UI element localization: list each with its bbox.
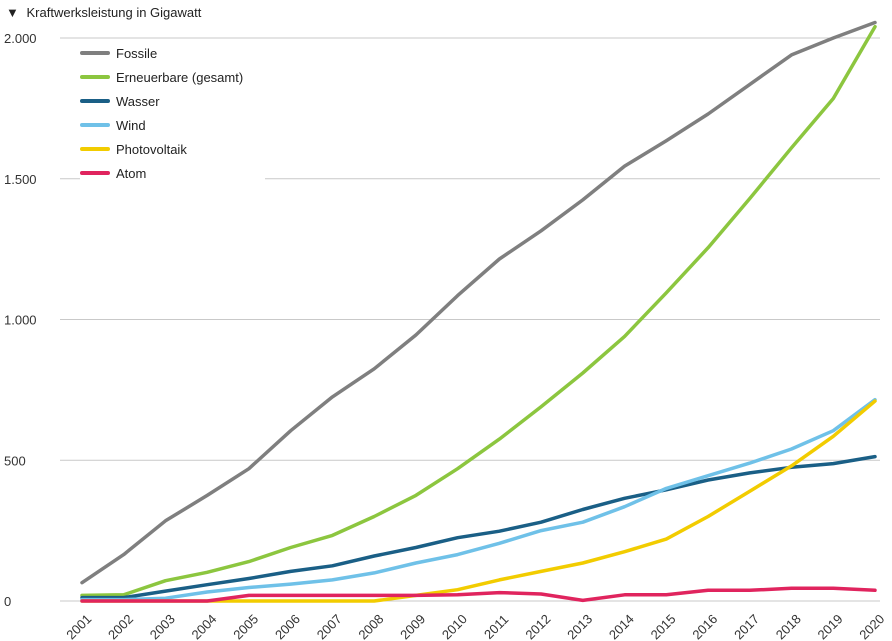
x-tick-label: 2018 xyxy=(773,611,804,641)
x-tick-label: 2002 xyxy=(105,611,136,641)
legend-label: Wind xyxy=(116,118,146,133)
y-tick-label: 1.500 xyxy=(4,172,37,187)
series-line-0 xyxy=(80,20,877,585)
y-axis-tick-labels: 0 500 1.000 1.500 2.000 xyxy=(4,31,37,609)
x-tick-label: 2020 xyxy=(856,611,887,641)
x-tick-label: 2007 xyxy=(314,611,345,641)
series-line-2 xyxy=(80,454,877,600)
legend-label: Wasser xyxy=(116,94,160,109)
series-lines xyxy=(80,20,877,603)
y-tick-label: 1.000 xyxy=(4,313,37,328)
x-tick-label: 2005 xyxy=(230,611,261,641)
chart-title: ▼ Kraftwerksleistung in Gigawatt xyxy=(6,5,202,20)
x-tick-label: 2006 xyxy=(272,611,303,641)
x-tick-label: 2004 xyxy=(188,611,219,641)
x-tick-label: 2003 xyxy=(147,611,178,641)
legend: Fossile Erneuerbare (gesamt) Wasser Wind Pho… xyxy=(80,40,265,183)
legend-label: Atom xyxy=(116,166,146,181)
x-tick-label: 2013 xyxy=(564,611,595,641)
series-line-5 xyxy=(80,586,877,603)
y-tick-label: 500 xyxy=(4,453,26,468)
legend-label: Photovoltaik xyxy=(116,142,187,157)
legend-background xyxy=(80,40,265,183)
x-tick-label: 2009 xyxy=(397,611,428,641)
x-tick-label: 2017 xyxy=(731,611,762,641)
x-tick-label: 2011 xyxy=(481,612,511,641)
title-text: Kraftwerksleistung in Gigawatt xyxy=(27,5,202,20)
y-tick-label: 2.000 xyxy=(4,31,37,46)
x-tick-label: 2015 xyxy=(648,611,679,641)
x-tick-label: 2008 xyxy=(355,611,386,641)
x-tick-label: 2010 xyxy=(439,611,470,641)
y-tick-label: 0 xyxy=(4,594,11,609)
x-tick-label: 2012 xyxy=(522,611,553,641)
series-line-1 xyxy=(80,24,877,598)
series-line-3 xyxy=(80,397,877,602)
legend-label: Fossile xyxy=(116,46,157,61)
x-tick-label: 2001 xyxy=(63,611,94,641)
x-tick-label: 2019 xyxy=(815,611,846,641)
x-tick-label: 2016 xyxy=(689,611,720,641)
x-axis-tick-labels: 2001 2002 2003 2004 2005 2006 2007 2008 2009 2010… xyxy=(63,611,887,641)
title-marker: ▼ xyxy=(6,5,19,20)
x-tick-label: 2014 xyxy=(606,611,637,641)
legend-label: Erneuerbare (gesamt) xyxy=(116,70,243,85)
